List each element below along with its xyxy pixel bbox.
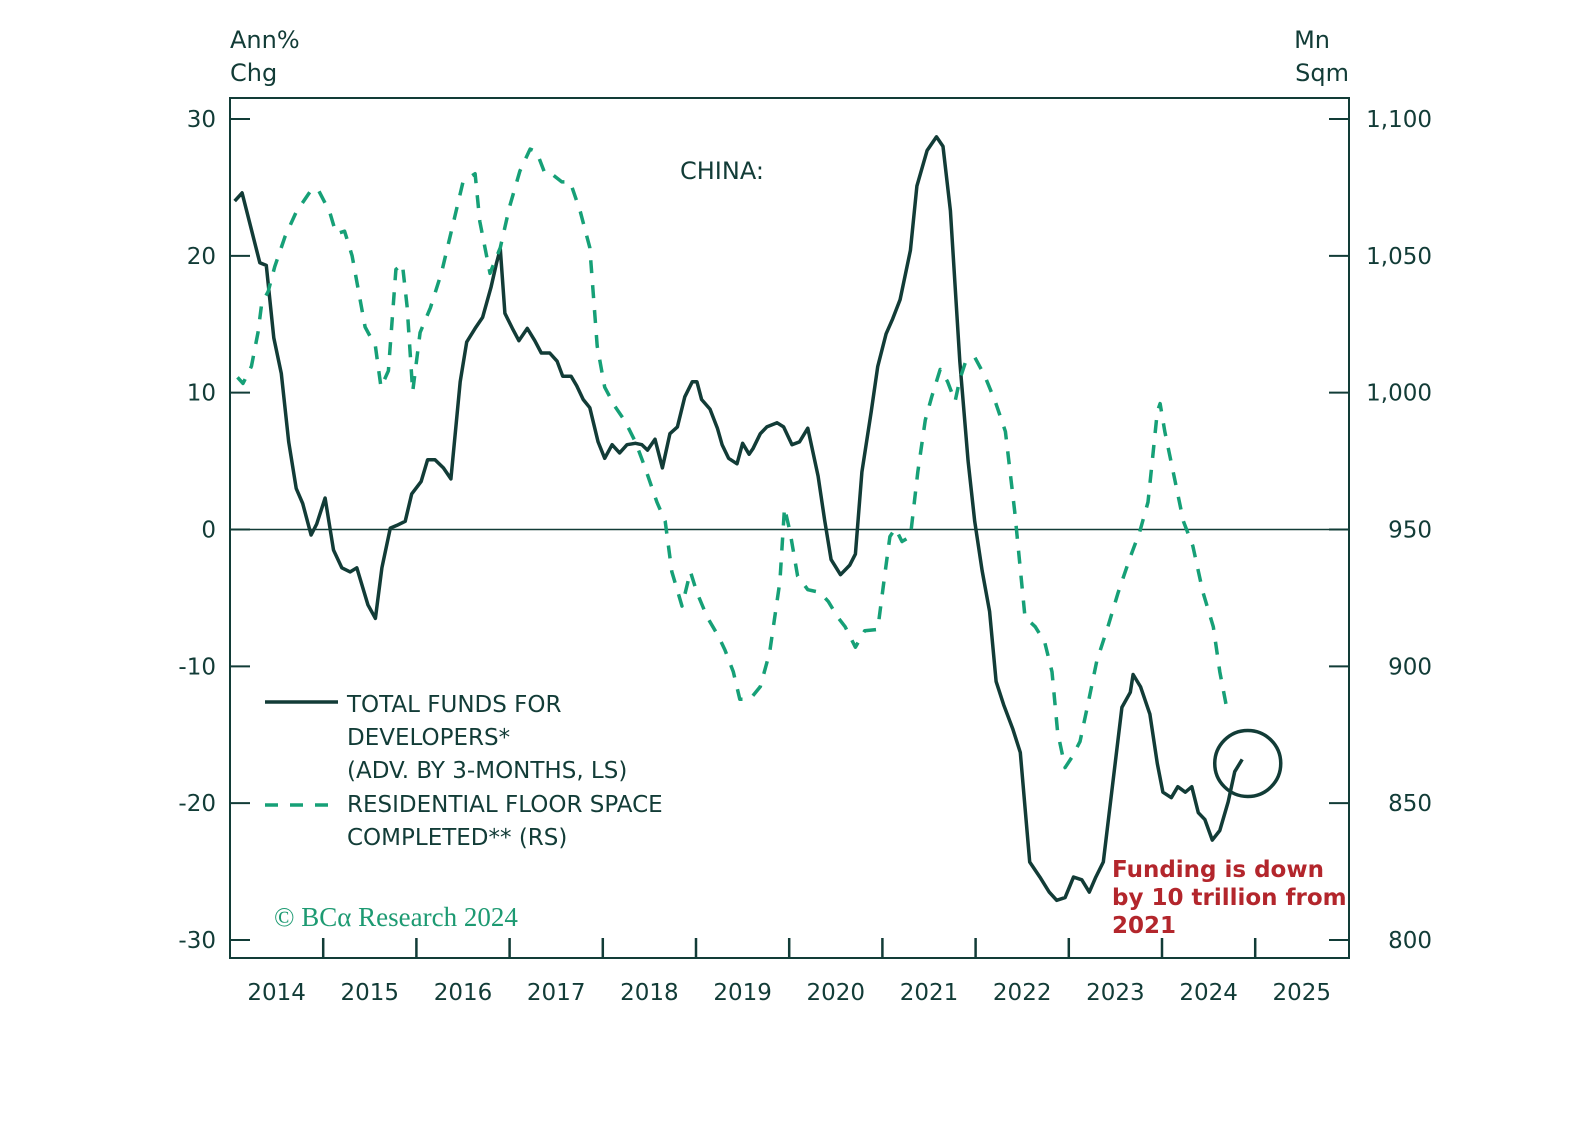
left-tick-label: -20: [178, 791, 216, 817]
x-tick-label: 2017: [527, 980, 586, 1006]
annotation: Funding is down by 10 trillion from 2021: [1112, 857, 1347, 939]
x-tick-label: 2022: [993, 980, 1052, 1006]
x-tick-label: 2025: [1273, 980, 1332, 1006]
annotation-line2: by 10 trillion from: [1112, 885, 1347, 911]
legend-label-floor-2: COMPLETED** (RS): [347, 825, 567, 851]
left-tick-label: 0: [201, 518, 216, 544]
left-tick-label: 30: [187, 107, 216, 133]
x-tick-label: 2023: [1086, 980, 1145, 1006]
left-tick-label: -30: [178, 928, 216, 954]
series-line-total-funds: [233, 135, 1244, 903]
copyright: © BCα Research 2024: [274, 902, 518, 932]
legend-label-funds-1: TOTAL FUNDS FOR: [346, 692, 561, 718]
x-tick-label: 2019: [713, 980, 772, 1006]
right-tick-label: 900: [1388, 654, 1432, 680]
right-tick-label: 1,000: [1366, 381, 1432, 407]
left-tick-label: 20: [187, 244, 216, 270]
series-line-floor-space: [236, 147, 1230, 770]
right-tick-label: 950: [1388, 518, 1432, 544]
right-tick-label: 800: [1388, 928, 1432, 954]
legend: TOTAL FUNDS FOR DEVELOPERS* (ADV. BY 3-M…: [265, 692, 663, 851]
x-tick-label: 2016: [434, 980, 493, 1006]
left-tick-label: -10: [178, 654, 216, 680]
right-axis-label-line1: Mn: [1294, 26, 1330, 54]
chart-title: CHINA:: [680, 157, 764, 185]
x-tick-label: 2018: [620, 980, 679, 1006]
x-tick-label: 2020: [807, 980, 866, 1006]
x-tick-label: 2021: [900, 980, 959, 1006]
annotation-line1: Funding is down: [1112, 857, 1324, 883]
right-axis-label-line2: Sqm: [1295, 59, 1349, 87]
left-axis-label-line1: Ann%: [230, 26, 300, 54]
annotation-line3: 2021: [1112, 913, 1176, 939]
x-tick-label: 2024: [1179, 980, 1238, 1006]
right-tick-label: 1,100: [1366, 107, 1432, 133]
left-axis-label-line2: Chg: [230, 59, 277, 87]
x-tick-label: 2014: [247, 980, 306, 1006]
x-tick-label: 2015: [341, 980, 400, 1006]
right-tick-label: 1,050: [1366, 244, 1432, 270]
annotation-circle: [1212, 728, 1283, 799]
legend-label-funds-2: DEVELOPERS*: [347, 725, 510, 751]
right-tick-label: 850: [1388, 791, 1432, 817]
legend-label-funds-3: (ADV. BY 3-MONTHS, LS): [347, 758, 627, 784]
left-tick-label: 10: [187, 381, 216, 407]
legend-label-floor-1: RESIDENTIAL FLOOR SPACE: [347, 792, 663, 818]
